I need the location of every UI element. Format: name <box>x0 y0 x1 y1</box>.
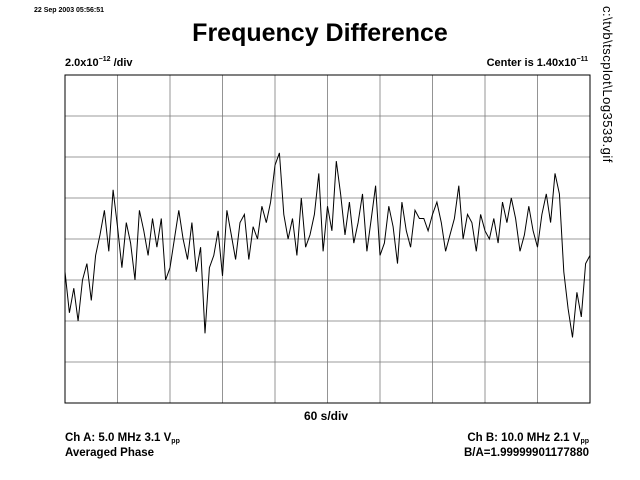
y-scale-exponent: −12 <box>98 56 111 63</box>
channel-a-text: Ch A: 5.0 MHz 3.1 V <box>65 432 172 444</box>
averaged-phase-label: Averaged Phase <box>65 447 155 459</box>
center-prefix: Center is 1.40x10 <box>486 57 577 69</box>
file-path: c:\tvb\tscplot\Log3538.gif <box>600 6 615 163</box>
timestamp: 22 Sep 2003 05:56:51 <box>34 7 105 14</box>
center-exponent: −11 <box>576 56 589 63</box>
center-value-label: Center is 1.40x10−11 <box>486 56 589 69</box>
frequency-difference-trace <box>64 152 591 338</box>
channel-b-subscript: pp <box>580 438 589 445</box>
y-scale-mantissa: 2.0x10 <box>65 57 99 69</box>
y-scale-label: 2.0x10−12 /div <box>65 56 133 69</box>
chart-title: Frequency Difference <box>192 19 448 47</box>
channel-b-info: Ch B: 10.0 MHz 2.1 Vpp <box>467 432 589 445</box>
frequency-ratio: B/A=1.99999901177880 <box>463 447 589 459</box>
channel-a-subscript: pp <box>171 438 180 445</box>
plot-frame <box>64 74 591 404</box>
channel-b-text: Ch B: 10.0 MHz 2.1 V <box>467 432 581 444</box>
grid <box>65 75 590 403</box>
x-scale-label: 60 s/div <box>303 409 349 423</box>
channel-a-info: Ch A: 5.0 MHz 3.1 Vpp <box>65 432 180 445</box>
y-scale-unit: /div <box>110 57 133 69</box>
